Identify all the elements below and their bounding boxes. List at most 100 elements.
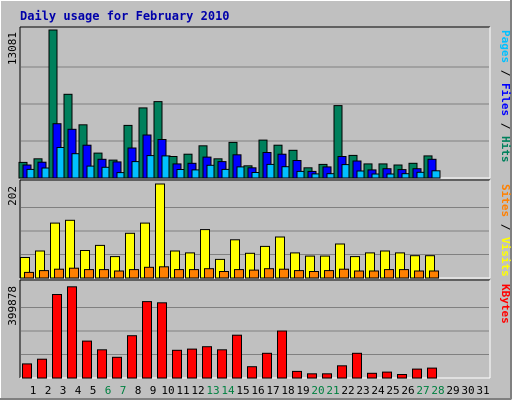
bar-sites-day-26: [399, 269, 409, 279]
bar-sites-day-15: [234, 269, 244, 279]
bar-kbytes-day-4: [67, 286, 77, 379]
day-label-5: 5: [90, 384, 97, 397]
day-label-20: 20: [311, 384, 324, 397]
bar-sites-day-1: [24, 271, 34, 279]
bar-kbytes-day-7: [112, 356, 122, 379]
panel-hits-files-pages: 13081 Pages / Files / Hits: [6, 26, 512, 179]
bar-sites-day-4: [69, 267, 79, 279]
day-label-18: 18: [281, 384, 294, 397]
legend-pages: Pages: [499, 30, 512, 63]
day-label-4: 4: [75, 384, 82, 397]
bar-pages-day-28: [431, 170, 441, 179]
legend-hits: Hits: [499, 136, 512, 163]
day-label-11: 11: [176, 384, 189, 397]
bar-sites-day-3: [54, 268, 64, 279]
bar-sites-day-19: [294, 270, 304, 279]
bar-sites-day-10: [159, 266, 169, 279]
bar-sites-day-23: [354, 270, 364, 279]
bar-kbytes-day-18: [277, 330, 287, 379]
bar-sites-day-27: [414, 270, 424, 279]
bar-kbytes-day-24: [367, 372, 377, 379]
day-label-6: 6: [105, 384, 112, 397]
bar-sites-day-25: [384, 269, 394, 279]
legend-files: Files: [499, 83, 512, 116]
day-label-2: 2: [45, 384, 52, 397]
bar-kbytes-day-9: [142, 301, 152, 379]
day-label-17: 17: [266, 384, 279, 397]
bar-kbytes-day-16: [247, 366, 257, 379]
panel-visits-sites: 202 Sites / Visits: [6, 179, 512, 279]
day-label-3: 3: [60, 384, 67, 397]
bar-sites-day-21: [324, 270, 334, 279]
bar-visits-day-10: [155, 183, 165, 279]
bar-sites-day-13: [204, 268, 214, 279]
bar-sites-day-5: [84, 269, 94, 279]
bar-sites-day-12: [189, 269, 199, 279]
bar-sites-day-22: [339, 268, 349, 279]
bar-sites-day-2: [39, 270, 49, 279]
bar-kbytes-day-19: [292, 370, 302, 379]
bar-sites-day-9: [144, 266, 154, 279]
bar-kbytes-day-14: [217, 349, 227, 379]
bar-kbytes-day-10: [157, 302, 167, 379]
day-label-7: 7: [120, 384, 127, 397]
day-label-23: 23: [356, 384, 369, 397]
bar-sites-day-20: [309, 271, 319, 279]
legend-kbytes: KBytes: [499, 284, 512, 324]
bar-kbytes-day-17: [262, 352, 272, 379]
day-label-8: 8: [135, 384, 142, 397]
right-legend: Pages / Files / Hits: [499, 30, 512, 163]
legend-visits: Visits: [499, 237, 512, 277]
day-label-25: 25: [386, 384, 399, 397]
bar-kbytes-day-22: [337, 365, 347, 379]
bar-sites-day-17: [264, 268, 274, 279]
panel-kbytes: 399878 KBytes: [6, 279, 512, 379]
bar-kbytes-day-5: [82, 340, 92, 379]
day-label-29: 29: [446, 384, 459, 397]
legend-separator: /: [499, 116, 512, 136]
bar-kbytes-day-27: [412, 368, 422, 379]
bar-kbytes-day-12: [187, 348, 197, 379]
day-label-30: 30: [461, 384, 474, 397]
bar-kbytes-day-13: [202, 346, 212, 379]
bar-kbytes-day-26: [397, 374, 407, 379]
day-label-13: 13: [206, 384, 219, 397]
bar-kbytes-day-20: [307, 373, 317, 379]
bar-sites-day-14: [219, 271, 229, 279]
bar-sites-day-18: [279, 268, 289, 279]
day-label-27: 27: [416, 384, 429, 397]
bar-kbytes-day-3: [52, 294, 62, 379]
axis-max-label: 202: [6, 186, 19, 206]
day-label-15: 15: [236, 384, 249, 397]
axis-max-label: 399878: [6, 286, 19, 326]
bar-sites-day-28: [429, 270, 439, 279]
day-label-19: 19: [296, 384, 309, 397]
bar-kbytes-day-1: [22, 363, 32, 379]
day-label-12: 12: [191, 384, 204, 397]
legend-sites: Sites: [499, 184, 512, 217]
bar-kbytes-day-25: [382, 371, 392, 379]
bar-kbytes-day-23: [352, 352, 362, 379]
right-legend: Sites / Visits: [499, 184, 512, 277]
day-label-16: 16: [251, 384, 264, 397]
day-label-24: 24: [371, 384, 385, 397]
bar-kbytes-day-11: [172, 349, 182, 379]
bar-kbytes-day-6: [97, 349, 107, 379]
bar-kbytes-day-2: [37, 358, 47, 379]
bar-sites-day-6: [99, 269, 109, 279]
legend-separator: /: [499, 217, 512, 237]
bar-sites-day-8: [129, 269, 139, 279]
day-label-31: 31: [476, 384, 489, 397]
day-label-21: 21: [326, 384, 339, 397]
bar-kbytes-day-21: [322, 373, 332, 379]
day-label-9: 9: [150, 384, 157, 397]
day-label-28: 28: [431, 384, 444, 397]
bar-sites-day-24: [369, 270, 379, 279]
bar-kbytes-day-15: [232, 334, 242, 379]
bar-sites-day-11: [174, 269, 184, 279]
bar-kbytes-day-8: [127, 335, 137, 379]
bar-sites-day-7: [114, 270, 124, 279]
bar-sites-day-16: [249, 269, 259, 279]
